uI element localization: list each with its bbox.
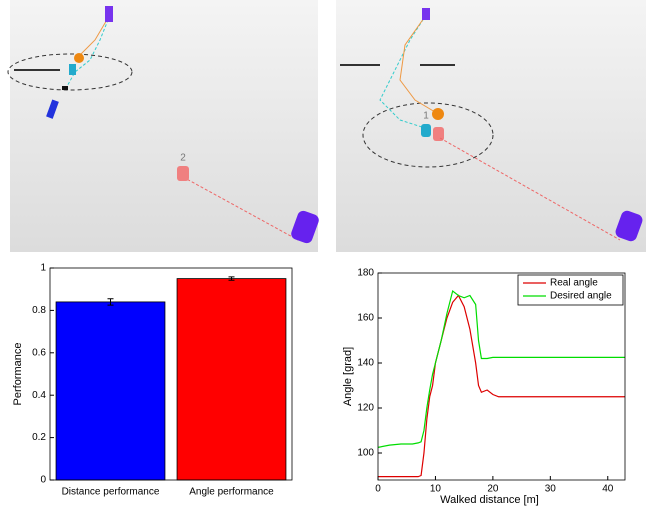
- y-tick-label: 0.6: [32, 347, 46, 358]
- scene-left: 2: [8, 0, 320, 252]
- y-tick-label: 0.2: [32, 432, 46, 443]
- y-tick-label: 120: [357, 403, 374, 414]
- floor: [10, 0, 318, 252]
- x-tick-label: 30: [545, 484, 557, 495]
- person: [74, 53, 84, 63]
- y-tick-label: 0: [40, 475, 46, 486]
- figure: 2 1 Distance performance Angle performanc…: [0, 0, 646, 509]
- scene-right: 1: [336, 0, 646, 252]
- y-tick-label: 140: [357, 358, 374, 369]
- y-tick-label: 1: [40, 263, 46, 274]
- y-axis-label: Performance: [12, 343, 24, 406]
- y-tick-label: 0.8: [32, 305, 46, 316]
- y-axis-label: Angle [grad]: [342, 347, 354, 406]
- x-axis-label: Walked distance [m]: [440, 494, 539, 506]
- legend-label: Real angle: [550, 278, 598, 289]
- marker: [62, 86, 68, 90]
- x-tick-label: Angle performance: [189, 487, 274, 498]
- x-tick-label: 40: [602, 484, 614, 495]
- bar: [177, 279, 286, 480]
- y-tick-label: 100: [357, 448, 374, 459]
- goal: [422, 8, 430, 20]
- x-tick-label: 0: [375, 484, 381, 495]
- y-tick-label: 0.4: [32, 390, 46, 401]
- target: [177, 166, 189, 181]
- scene-label: 2: [180, 153, 186, 164]
- y-tick-label: 180: [357, 268, 374, 279]
- x-tick-label: Distance performance: [62, 487, 160, 498]
- scene-label: 1: [423, 111, 429, 122]
- legend-label: Desired angle: [550, 291, 612, 302]
- goal: [105, 6, 113, 22]
- robot: [421, 124, 431, 137]
- y-tick-label: 160: [357, 313, 374, 324]
- floor: [336, 0, 646, 252]
- bar: [56, 302, 165, 480]
- person: [432, 108, 444, 120]
- robot: [69, 64, 76, 75]
